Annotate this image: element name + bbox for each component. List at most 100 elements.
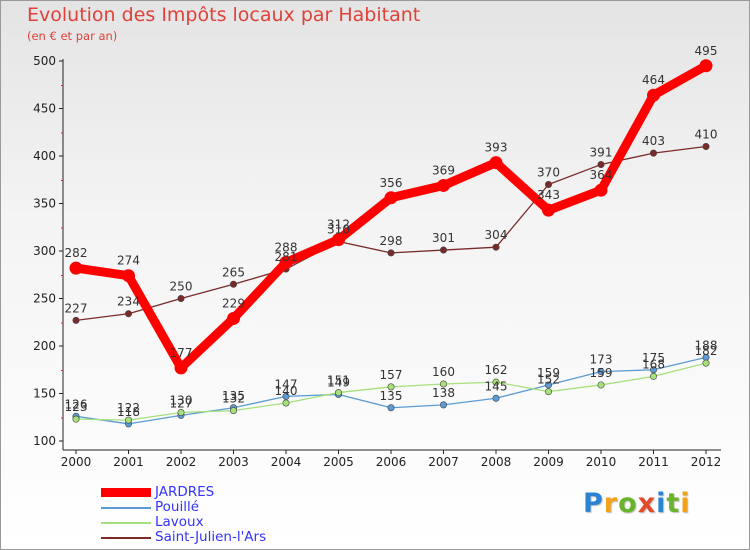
y-tick-label: 350 (33, 197, 56, 211)
data-point (702, 143, 710, 151)
data-point (702, 359, 710, 367)
legend-swatch (101, 507, 151, 509)
data-point (387, 383, 395, 391)
y-tick-label: 200 (33, 339, 56, 353)
data-label: 123 (65, 400, 88, 414)
y-tick-label: 250 (33, 292, 56, 306)
data-label: 122 (117, 401, 140, 415)
data-point (597, 368, 605, 376)
logo-letter: o (618, 488, 638, 519)
data-point (227, 311, 240, 325)
data-label: 343 (537, 188, 560, 202)
x-tick-label: 2001 (113, 455, 144, 469)
data-label: 188 (695, 338, 718, 352)
data-label: 298 (380, 234, 403, 248)
x-tick-label: 2003 (218, 455, 249, 469)
data-label: 403 (642, 134, 665, 148)
data-point (334, 389, 342, 397)
data-point (72, 415, 80, 423)
x-tick-label: 2004 (271, 455, 302, 469)
data-label: 135 (222, 389, 245, 403)
data-point (649, 372, 657, 380)
data-label: 138 (432, 386, 455, 400)
data-point (122, 269, 135, 283)
data-point (125, 416, 133, 424)
data-point (332, 233, 345, 247)
data-label: 168 (642, 357, 665, 371)
legend-swatch (101, 488, 151, 497)
data-label: 288 (275, 240, 298, 254)
axes: 100 150 200 250 300 350 400 450 500 2000 2001 2002 2… (33, 54, 721, 469)
data-point (279, 255, 293, 269)
x-tick-label: 2000 (61, 455, 92, 469)
data-point (177, 408, 185, 416)
data-point (384, 191, 398, 205)
x-tick-label: 2011 (638, 455, 669, 469)
data-label: 274 (117, 254, 140, 268)
data-label: 118 (117, 405, 140, 419)
x-tick-label: 2007 (428, 455, 459, 469)
data-label: 140 (275, 384, 298, 398)
x-tick-label: 2006 (376, 455, 407, 469)
data-point (492, 394, 500, 402)
data-label: 369 (432, 163, 455, 177)
legend-label: JARDRES (155, 484, 215, 500)
data-point (177, 294, 185, 302)
data-point (230, 280, 238, 288)
data-point (72, 316, 80, 324)
legend-label: Pouillé (155, 499, 200, 515)
y-tick-label: 450 (33, 102, 56, 116)
data-point (492, 243, 500, 251)
x-tick-label: 2005 (323, 455, 354, 469)
data-point (594, 183, 608, 197)
x-tick-label: 2009 (533, 455, 564, 469)
data-label: 162 (485, 363, 508, 377)
data-label: 157 (380, 368, 403, 382)
data-point (699, 59, 713, 73)
logo-letter: t (666, 488, 681, 519)
x-tick-label: 2010 (586, 455, 617, 469)
legend-label: Saint-Julien-l'Ars (155, 529, 267, 545)
data-label: 149 (327, 375, 350, 389)
data-label: 229 (222, 296, 245, 310)
logo-letter: i (656, 488, 667, 519)
data-label: 364 (590, 168, 613, 182)
data-label: 152 (537, 373, 560, 387)
data-label: 464 (642, 73, 665, 87)
logo-letter: x (637, 488, 657, 519)
data-label: 282 (65, 246, 88, 260)
data-point (174, 361, 188, 375)
data-point (69, 261, 83, 275)
data-point (649, 149, 657, 157)
data-point (544, 388, 552, 396)
data-label: 145 (485, 379, 508, 393)
data-label: 393 (485, 141, 508, 155)
data-point (544, 181, 552, 189)
x-tick-label: 2012 (691, 455, 722, 469)
y-tick-label: 150 (33, 387, 56, 401)
legend-swatch (101, 537, 151, 539)
data-label: 391 (590, 146, 613, 160)
data-label: 281 (275, 250, 298, 264)
data-label: 227 (65, 301, 88, 315)
data-label: 250 (170, 280, 193, 294)
data-label: 370 (537, 166, 560, 180)
data-label: 356 (380, 176, 403, 190)
data-label: 234 (117, 295, 140, 309)
data-label: 127 (170, 396, 193, 410)
y-tick-label: 400 (33, 149, 56, 163)
data-label: 301 (432, 231, 455, 245)
data-label: 173 (590, 353, 613, 367)
y-tick-label: 500 (33, 54, 56, 68)
data-label: 304 (485, 228, 508, 242)
data-label: 182 (695, 344, 718, 358)
data-labels: 282 274 177 229 288 312 356 369 393 343 364 464 495 1… (65, 44, 718, 419)
data-label: 495 (695, 44, 718, 58)
chart-title: Evolution des Impôts locaux par Habitant (27, 4, 421, 26)
data-point (437, 178, 450, 192)
data-point (387, 249, 395, 257)
data-point (282, 399, 290, 407)
legend-label: Lavoux (155, 514, 204, 530)
legend-swatch (101, 522, 151, 524)
